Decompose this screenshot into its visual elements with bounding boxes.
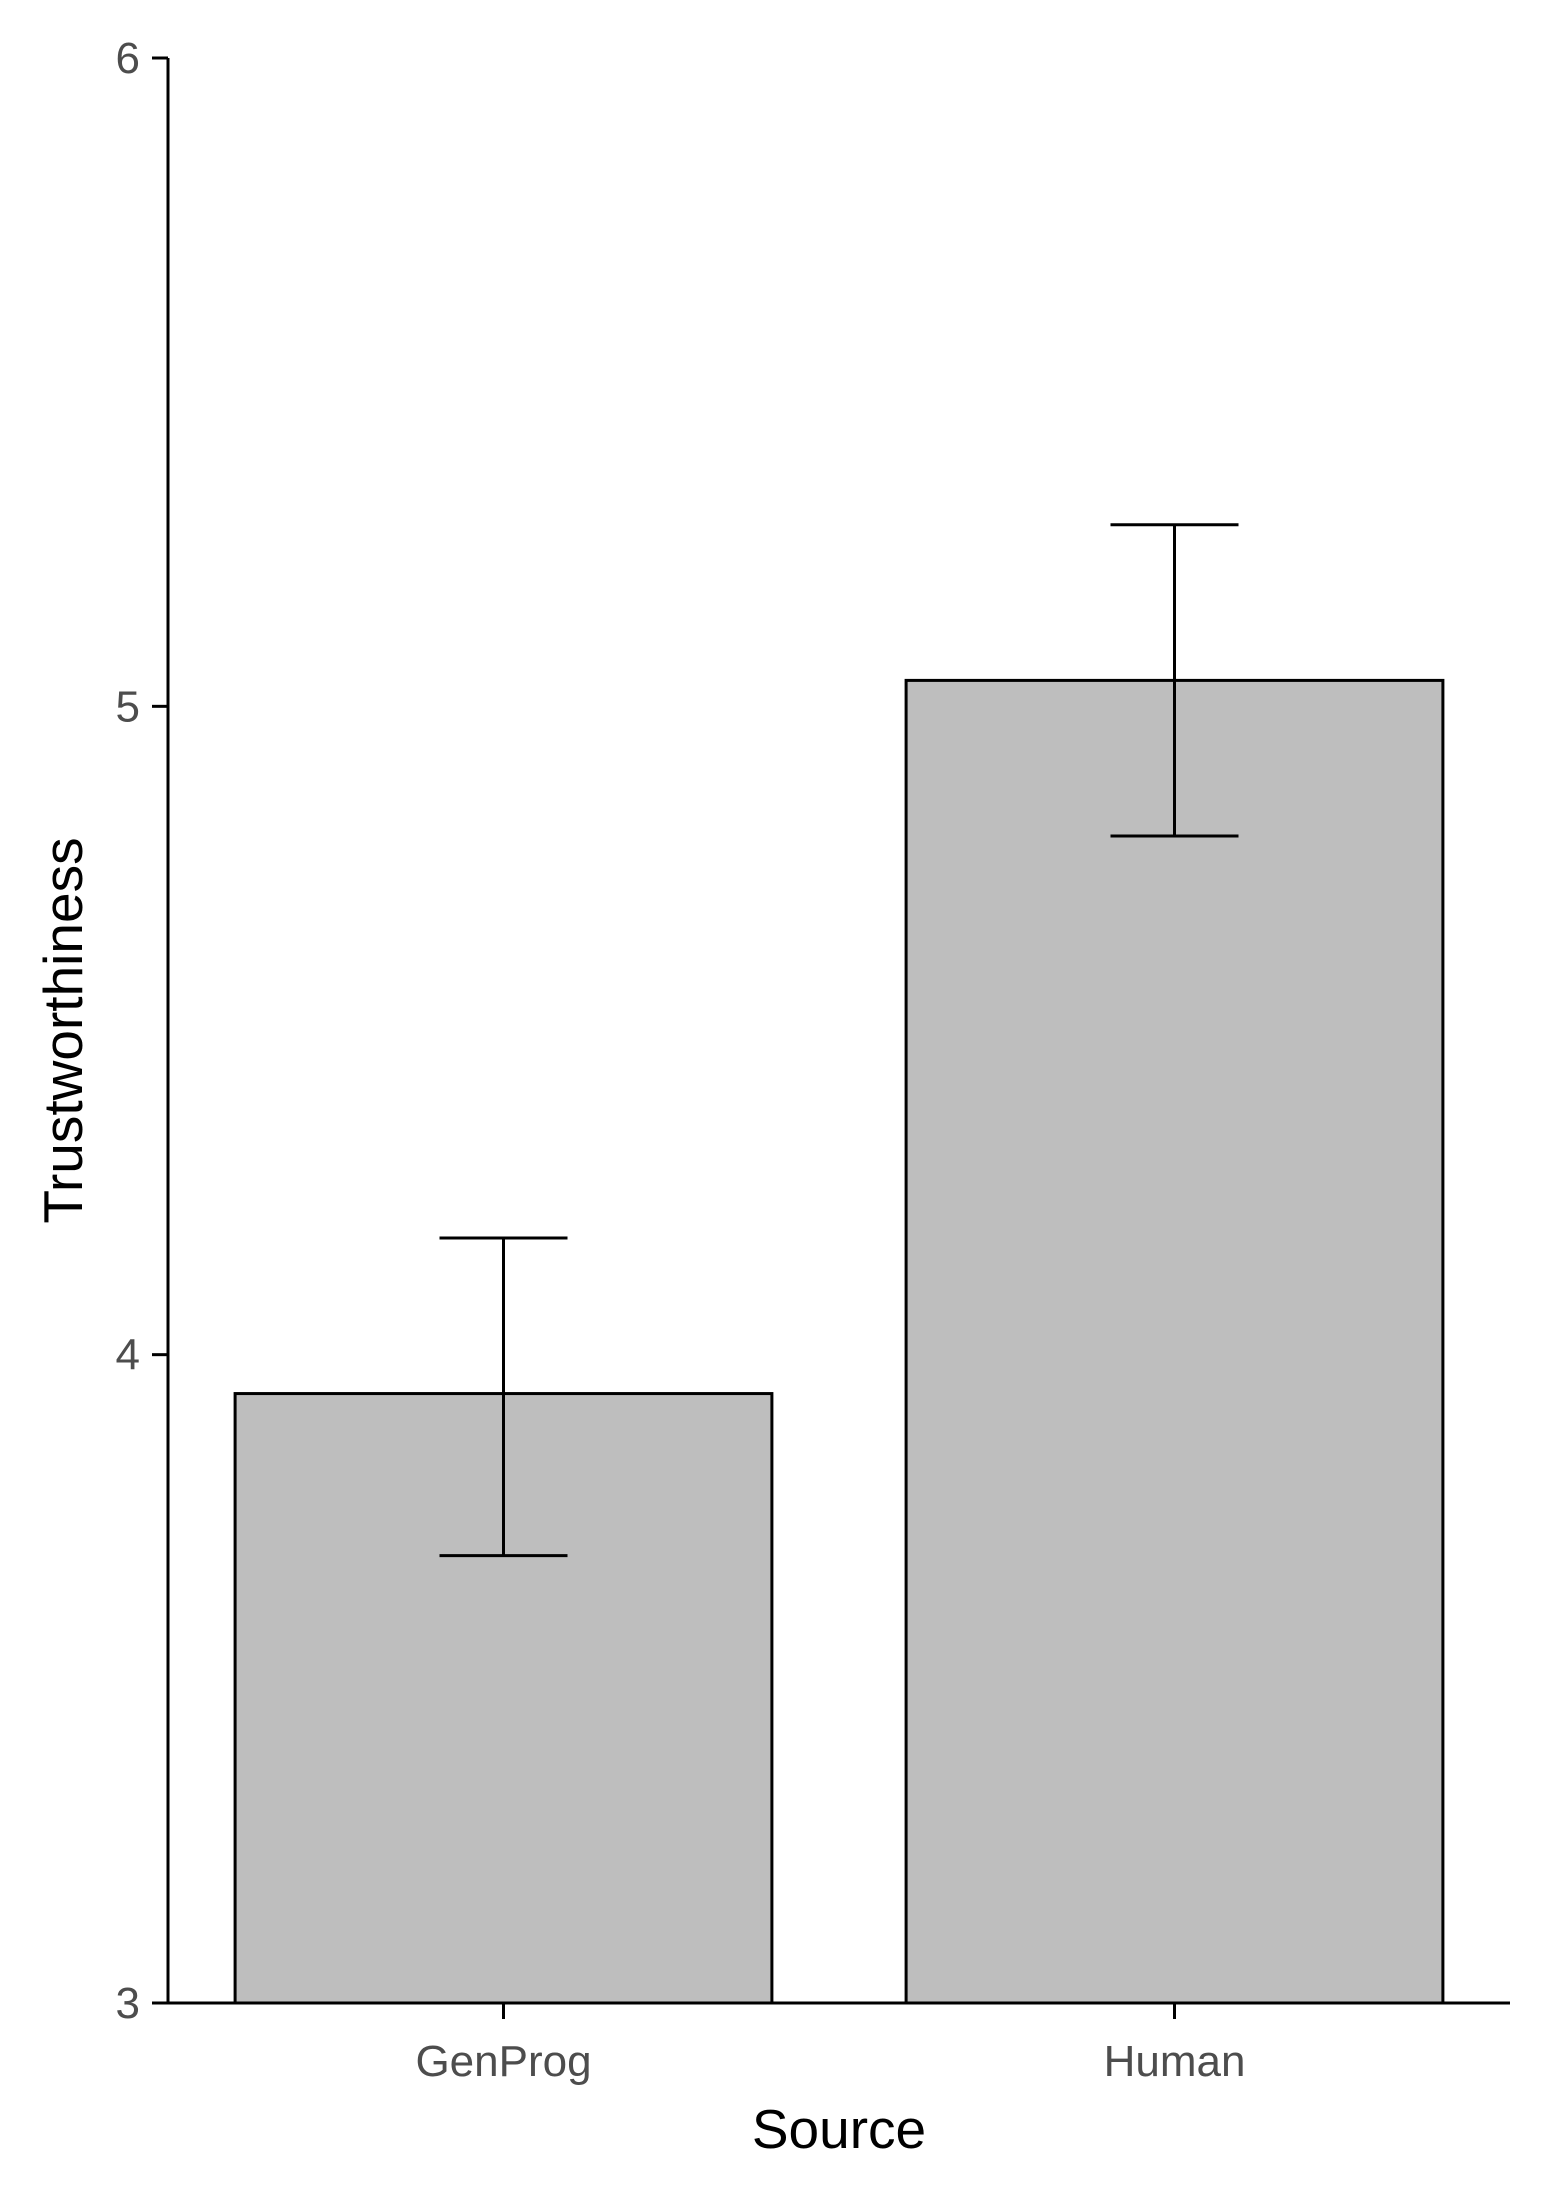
y-tick-label: 3 (116, 1979, 140, 2028)
x-axis-ticks: GenProg Human (415, 2003, 1245, 2086)
y-axis-title: Trustworthiness (32, 837, 94, 1223)
y-tick-label: 4 (116, 1331, 140, 1380)
bar (904, 678, 1445, 2005)
bars (233, 678, 1445, 2005)
x-tick-label: GenProg (415, 2037, 591, 2086)
error-bar (1110, 523, 1239, 838)
y-axis-ticks: 3 4 5 6 (116, 34, 168, 2028)
x-axis-title: Source (752, 2098, 926, 2160)
error-bar (439, 1236, 568, 1558)
y-tick-label: 6 (116, 34, 140, 83)
error-bars (439, 523, 1239, 1558)
x-tick-label: Human (1104, 2037, 1246, 2086)
y-tick-label: 5 (116, 682, 140, 731)
